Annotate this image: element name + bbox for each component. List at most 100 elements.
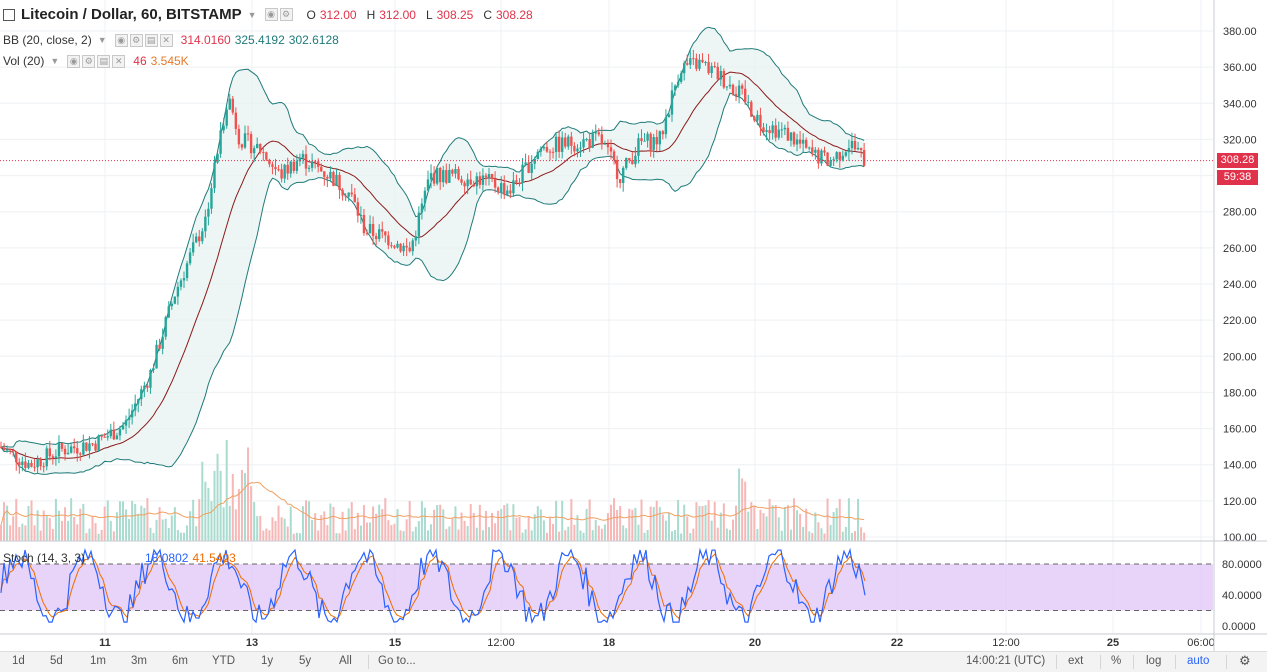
- volume-bar: [597, 525, 600, 541]
- volume-bar: [317, 530, 320, 541]
- range-1d[interactable]: 1d: [12, 655, 25, 667]
- volume-bar: [155, 519, 158, 541]
- candle-body: [371, 223, 375, 237]
- candle-body: [30, 462, 33, 467]
- gear-icon[interactable]: ⚙: [129, 33, 143, 47]
- volume-bar: [704, 505, 707, 541]
- candle-body: [503, 183, 506, 195]
- gear-icon[interactable]: ⚙: [1239, 653, 1251, 668]
- candle-body: [36, 459, 39, 468]
- volume-bar: [506, 503, 509, 541]
- range-1m[interactable]: 1m: [90, 655, 106, 667]
- volume-bar: [634, 507, 637, 541]
- candle-body: [515, 180, 518, 183]
- candle-body: [176, 286, 180, 297]
- volume-bar: [695, 502, 698, 541]
- volume-bar: [301, 506, 304, 541]
- candle-body: [362, 215, 366, 234]
- volume-bar: [661, 514, 664, 541]
- volume-bar: [225, 439, 228, 541]
- volume-bar: [356, 512, 359, 541]
- volume-bar: [88, 528, 91, 541]
- range-1y[interactable]: 1y: [261, 655, 274, 667]
- candle-body: [307, 167, 311, 169]
- candle-body: [722, 70, 726, 88]
- range-5y[interactable]: 5y: [299, 655, 312, 667]
- eye-icon[interactable]: ◉: [264, 8, 278, 21]
- candle-body: [695, 58, 698, 69]
- vol-value: 46: [133, 54, 147, 68]
- volume-bar: [774, 505, 777, 541]
- time-axis-label: 22: [891, 637, 903, 649]
- stoch-label[interactable]: Stoch (14, 3, 3): [3, 551, 86, 565]
- collapse-icon[interactable]: [3, 8, 15, 21]
- candle-body: [625, 158, 628, 168]
- candle-body: [561, 137, 564, 152]
- bb-lower-value: 302.6128: [288, 33, 339, 47]
- volume-bar: [329, 503, 332, 541]
- volume-bar: [234, 509, 237, 541]
- candle-body: [228, 98, 231, 110]
- candles[interactable]: [0, 49, 1213, 475]
- candle-body: [246, 133, 250, 135]
- settings-icon[interactable]: ▤: [144, 33, 158, 47]
- chart-canvas[interactable]: 380.00360.00340.00320.00300.00280.00260.…: [0, 0, 1267, 651]
- volume-bar: [606, 513, 609, 541]
- open-value: 312.00: [319, 7, 357, 22]
- volume-bar: [39, 530, 42, 541]
- low-value: 308.25: [436, 7, 474, 22]
- volume-bar: [552, 523, 555, 541]
- volume-bar: [616, 510, 619, 541]
- volume-bar: [411, 531, 414, 541]
- close-icon[interactable]: ✕: [112, 54, 126, 68]
- close-icon[interactable]: ✕: [159, 33, 173, 47]
- range-all[interactable]: All: [339, 655, 352, 667]
- symbol-title[interactable]: Litecoin / Dollar, 60, BITSTAMP: [21, 6, 242, 23]
- candle-body: [530, 163, 533, 173]
- volume-bar: [210, 501, 213, 541]
- volume-bar: [756, 529, 759, 541]
- range-6m[interactable]: 6m: [172, 655, 188, 667]
- candle-body: [658, 131, 661, 145]
- chevron-down-icon[interactable]: ▼: [247, 9, 257, 20]
- gear-icon[interactable]: ⚙: [279, 8, 293, 21]
- volume-bar: [216, 453, 219, 541]
- eye-icon[interactable]: ◉: [67, 54, 81, 68]
- candle-body: [243, 133, 247, 148]
- candle-body: [805, 139, 808, 148]
- volume-bar: [823, 533, 826, 541]
- volume-bar: [137, 513, 140, 541]
- volume-bar: [509, 530, 512, 541]
- volume-bar: [103, 506, 106, 541]
- volume-bar: [436, 505, 439, 541]
- goto-button[interactable]: Go to...: [378, 655, 416, 667]
- settings-icon[interactable]: ▤: [97, 54, 111, 68]
- range-ytd[interactable]: YTD: [212, 655, 235, 667]
- candle-body: [344, 195, 347, 197]
- bb-label[interactable]: BB (20, close, 2): [3, 33, 92, 47]
- candle-body: [841, 155, 844, 160]
- volume-bar: [170, 515, 173, 541]
- volume-bar: [51, 529, 54, 541]
- chevron-down-icon[interactable]: ▼: [97, 35, 107, 45]
- candle-body: [69, 446, 73, 453]
- percent-toggle[interactable]: %: [1111, 655, 1122, 667]
- ext-toggle[interactable]: ext: [1068, 655, 1084, 667]
- candle-body: [118, 429, 122, 436]
- log-toggle[interactable]: log: [1146, 655, 1162, 667]
- volume-bar: [204, 481, 207, 541]
- gear-icon[interactable]: ⚙: [82, 54, 96, 68]
- candle-body: [737, 85, 741, 97]
- volume-bar: [515, 517, 518, 541]
- chevron-down-icon[interactable]: ▼: [50, 56, 60, 66]
- vol-label[interactable]: Vol (20): [3, 54, 45, 68]
- volume-bar: [539, 509, 542, 541]
- volume-bar: [274, 520, 277, 541]
- range-5d[interactable]: 5d: [50, 655, 63, 667]
- volume-bar: [192, 499, 195, 541]
- volume-bar: [527, 516, 530, 541]
- auto-toggle[interactable]: auto: [1187, 655, 1210, 667]
- eye-icon[interactable]: ◉: [114, 33, 128, 47]
- range-3m[interactable]: 3m: [131, 655, 147, 667]
- volume-bar: [518, 516, 521, 541]
